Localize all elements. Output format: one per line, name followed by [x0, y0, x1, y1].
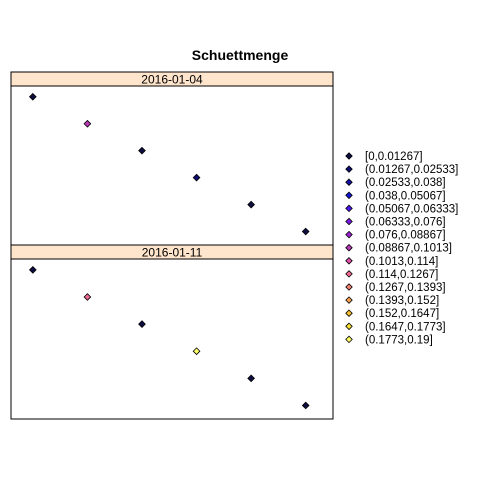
data-point [138, 146, 146, 155]
legend-key [345, 296, 353, 304]
chart-title: Schuettmenge [192, 47, 289, 63]
legend-entry: (0.06333,0.076] [345, 217, 446, 229]
legend-entry: (0.038,0.05067] [345, 190, 446, 202]
data-point [28, 92, 37, 101]
legend-key [345, 191, 353, 200]
data-point [28, 265, 37, 274]
panels: 2016-01-04 2016-01-11 [10, 71, 334, 420]
legend-entry: (0.05067,0.06333] [345, 203, 458, 215]
legend-label: (0.076,0.08867] [365, 230, 446, 242]
legend-entry: (0.1267,0.1393] [345, 282, 446, 294]
legend-key [345, 257, 353, 265]
data-point [301, 401, 310, 410]
legend-entry: (0.1393,0.152] [345, 295, 439, 307]
panel-strip [10, 71, 334, 87]
legend-entry: [0,0.01267] [345, 151, 423, 163]
legend-label: (0.05067,0.06333] [365, 203, 458, 215]
panel-frame [10, 258, 334, 420]
data-point [83, 293, 92, 301]
data-point [192, 347, 201, 356]
legend-label: (0.038,0.05067] [365, 190, 446, 202]
legend-label: (0.152,0.1647] [365, 308, 439, 320]
legend-label: (0.1773,0.19] [365, 334, 433, 346]
legend-label: (0.1393,0.152] [365, 295, 439, 307]
legend-label: (0.01267,0.02533] [365, 164, 458, 176]
legend-entry: (0.152,0.1647] [345, 308, 439, 320]
legend-label: (0.08867,0.1013] [365, 243, 452, 255]
legend-key [345, 204, 353, 213]
legend-entry: (0.02533,0.038] [345, 177, 446, 189]
data-point [138, 320, 146, 328]
legend-label: (0.02533,0.038] [365, 177, 446, 189]
legend-key [345, 152, 353, 160]
legend-label: (0.1647,0.1773] [365, 321, 446, 333]
panel-strip-label: 2016-01-11 [142, 246, 203, 260]
legend-entry: (0.076,0.08867] [345, 230, 446, 242]
legend: [0,0.01267](0.01267,0.02533](0.02533,0.0… [345, 151, 458, 346]
legend-key [345, 309, 353, 317]
legend-key [345, 243, 353, 252]
data-point [83, 119, 92, 128]
data-point [247, 200, 256, 209]
legend-label: (0.1013,0.114] [365, 256, 438, 268]
panel-strip-label: 2016-01-04 [141, 73, 203, 87]
legend-entry: (0.01267,0.02533] [345, 164, 458, 176]
legend-label: (0.1267,0.1393] [365, 282, 446, 294]
legend-label: (0.06333,0.076] [365, 217, 446, 229]
legend-key [345, 322, 353, 331]
data-point [192, 173, 201, 182]
legend-key [345, 283, 353, 291]
legend-key [345, 178, 353, 186]
panel-2: 2016-01-11 [10, 244, 334, 420]
legend-key [345, 230, 353, 239]
legend-label: (0.114,0.1267] [365, 269, 438, 281]
panel-frame [10, 85, 334, 246]
legend-key [345, 270, 353, 278]
legend-key [345, 335, 353, 344]
legend-entry: (0.08867,0.1013] [345, 243, 452, 255]
panel-1: 2016-01-04 [10, 71, 334, 246]
data-point [301, 227, 310, 236]
data-point [247, 374, 256, 383]
legend-entry: (0.114,0.1267] [345, 269, 438, 281]
legend-entry: (0.1013,0.114] [345, 256, 438, 268]
legend-key [345, 217, 353, 226]
legend-label: [0,0.01267] [365, 151, 423, 163]
legend-entry: (0.1647,0.1773] [345, 321, 446, 333]
legend-key [345, 165, 353, 173]
legend-entry: (0.1773,0.19] [345, 334, 433, 346]
panel-strip [10, 244, 334, 260]
